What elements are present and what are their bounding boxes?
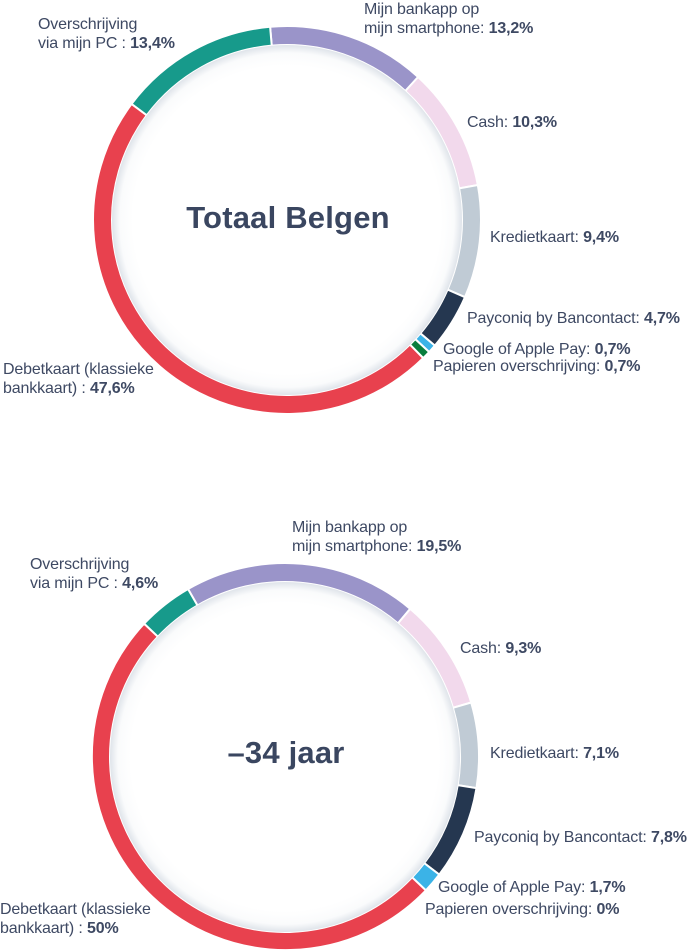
chart1-title: Totaal Belgen [186, 200, 390, 235]
chart1-label-papieren-overschrijving: Papieren overschrijving: 0,7% [433, 358, 641, 375]
chart1-label-google-apple-pay: Google of Apple Pay: 0,7% [443, 341, 631, 358]
chart2-label-google-apple-pay: Google of Apple Pay: 1,7% [438, 879, 626, 896]
chart2-label-payconiq: Payconiq by Bancontact: 7,8% [474, 829, 687, 846]
chart1-label-kredietkaart: Kredietkaart: 9,4% [490, 229, 619, 246]
chart2-inner-disc [110, 582, 460, 932]
chart1-label-cash: Cash: 10,3% [467, 114, 557, 131]
chart1-inner-disc [112, 45, 462, 395]
chart2-label-overschrijving-pc: Overschrijving via mijn PC : 4,6% [30, 556, 159, 592]
chart1-label-bankapp: Mijn bankapp op mijn smartphone: 13,2% [364, 1, 534, 37]
chart1-label-debetkaart: Debetkaart (klassieke bankkaart) : 47,6% [3, 361, 154, 397]
chart1-label-overschrijving-pc: Overschrijving via mijn PC : 13,4% [38, 16, 175, 52]
chart2-title: –34 jaar [227, 735, 345, 770]
chart2-label-kredietkaart: Kredietkaart: 7,1% [490, 745, 619, 762]
chart1-label-payconiq: Payconiq by Bancontact: 4,7% [467, 310, 680, 327]
chart2-label-papieren-overschrijving: Papieren overschrijving: 0% [425, 901, 620, 918]
chart2-label-bankapp: Mijn bankapp op mijn smartphone: 19,5% [292, 519, 462, 555]
chart2-label-cash: Cash: 9,3% [460, 640, 542, 657]
chart2-label-debetkaart: Debetkaart (klassieke bankkaart) : 50% [0, 901, 151, 937]
